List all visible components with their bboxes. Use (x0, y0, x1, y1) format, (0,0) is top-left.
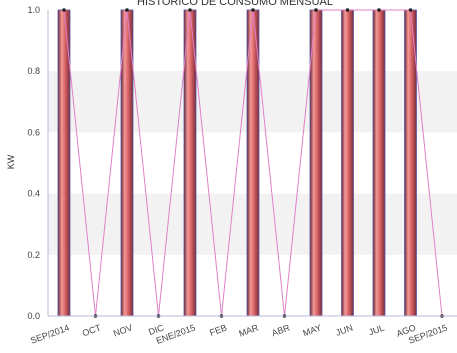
x-tick-9: JUN (334, 322, 354, 337)
bar-jul (373, 10, 385, 316)
bar-mar (247, 10, 259, 316)
y-tick-4: 0.8 (27, 66, 40, 76)
x-tick-1: OCT (81, 322, 103, 338)
y-tick-0: 0.0 (27, 311, 40, 321)
point-4 (188, 8, 192, 12)
x-tick-0: SEP/2014 (29, 322, 71, 345)
point-9 (346, 8, 350, 12)
x-tick-2: NOV (112, 322, 134, 338)
y-tick-3: 0.6 (27, 127, 40, 137)
point-10 (377, 8, 381, 12)
chart-title: HISTORICO DE CONSUMO MENSUAL (137, 0, 333, 8)
x-tick-7: ABR (270, 322, 291, 338)
x-tick-10: JUL (367, 322, 385, 337)
x-tick-8: MAY (302, 322, 323, 338)
y-tick-2: 0.4 (27, 189, 40, 199)
point-11 (409, 8, 413, 12)
y-tick-1: 0.2 (27, 250, 40, 260)
bar-nov (121, 10, 133, 316)
point-0 (62, 8, 66, 12)
y-tick-5: 1.0 (27, 5, 40, 15)
bar-jun (342, 10, 354, 316)
point-2 (125, 8, 129, 12)
point-6 (251, 8, 255, 12)
y-axis-label: KW (6, 154, 16, 169)
point-8 (314, 8, 318, 12)
x-tick-5: FEB (208, 322, 228, 337)
bar-may (310, 10, 322, 316)
bar-ene-2015 (184, 10, 196, 316)
bar-sep-2014 (58, 10, 70, 316)
y-tick-labels: 0.0 0.2 0.4 0.6 0.8 1.0 (27, 5, 40, 321)
x-tick-6: MAR (237, 322, 260, 338)
bar-ago (405, 10, 417, 316)
